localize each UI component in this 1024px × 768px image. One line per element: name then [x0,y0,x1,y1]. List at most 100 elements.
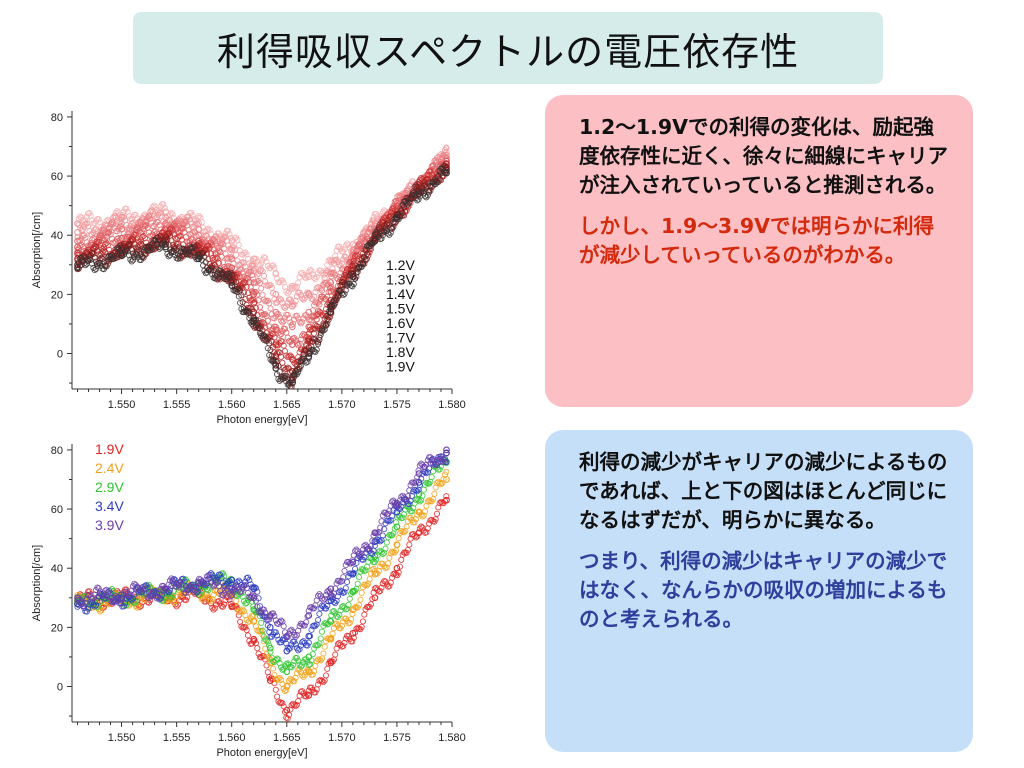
chart0-data-point [88,249,96,256]
chart1-data-point [86,588,93,595]
chart0-data-point [254,291,261,298]
chart0-data-point [256,268,263,275]
chart0-data-point [155,218,162,226]
chart0-data-point [169,211,176,218]
chart0-data-point [170,248,178,255]
chart1-data-point [300,673,307,680]
chart0-data-point [177,233,184,240]
chart0-data-point [383,221,390,228]
chart0-data-point [206,265,213,272]
chart1-key-point [305,632,313,640]
chart1-y-tick-label: 60 [51,504,63,516]
chart0-data-point [408,191,415,198]
chart1-x-tick-label: 1.550 [108,732,136,744]
chart1-key-point [283,647,291,655]
chart1-data-point [369,550,376,557]
chart1-data-point [301,622,308,629]
chart1-data-point [206,574,213,581]
chart1-data-point [262,609,269,616]
chart0-data-point [307,266,314,273]
chart1-data-point [304,691,311,698]
chart1-data-point [251,617,258,624]
chart0-data-point [309,326,316,333]
chart0-data-point [403,200,410,207]
chart0-data-point [217,267,224,274]
chart1-data-point [386,518,393,525]
chart1-data-point [258,619,265,626]
chart1-data-point [371,542,378,549]
chart1-data-point [305,639,312,646]
chart1-data-point [190,588,197,595]
chart0-data-point [432,181,439,188]
chart1-data-point [443,468,450,475]
chart1-data-point [293,654,300,661]
chart1-data-point [280,623,287,630]
chart0-data-point [96,219,104,226]
chart0-data-point [363,242,371,249]
chart1-data-point [315,642,322,649]
chart1-data-point [312,622,319,629]
chart0-data-point [312,289,319,296]
chart1-data-point [112,593,119,600]
chart1-data-point [299,672,306,679]
chart0-data-point [123,205,130,212]
chart1-data-point [234,603,241,611]
chart1-data-point [311,605,318,612]
chart1-key-point [327,635,335,643]
chart1-data-point [329,630,336,637]
chart1-data-point [398,493,405,500]
chart0-data-point [238,260,245,267]
chart1-data-point [206,596,213,604]
chart1-data-point [291,678,298,685]
chart0-x-tick-label: 1.560 [218,399,246,411]
chart0-data-point [169,226,176,233]
note-top-paragraph-1: 1.2～1.9Vでの利得の変化は、励起強度依存性に近く、徐々に細線にキャリアが注… [579,115,948,197]
chart0-key-point [195,255,203,263]
chart0-key-point [272,364,280,372]
chart0-data-point [258,266,265,273]
chart0-data-point [133,248,141,255]
chart1-legend-entry: 3.4V [95,498,124,514]
chart1-data-point [366,546,373,553]
chart0-data-point [213,254,220,261]
chart0-data-point [132,232,139,239]
chart0-data-point [193,220,200,227]
chart1-data-point [308,626,315,633]
chart1-key-point [415,490,423,498]
chart1-key-point [283,706,291,714]
chart1-data-point [408,508,415,515]
chart1-data-point [316,591,323,598]
chart0-data-point [297,336,304,343]
chart1-data-point [270,665,277,672]
chart0-data-point [233,287,240,294]
chart1-key-point [266,612,274,619]
chart1-data-point [363,582,371,589]
chart1-data-point [284,644,291,651]
chart0-data-point [296,318,303,325]
chart1-data-point [333,645,340,652]
chart0-data-point [256,304,263,311]
chart0-data-point [207,267,215,274]
chart0-key-point [288,285,296,292]
chart0-data-point [238,266,245,273]
chart1-key-point [327,585,335,593]
chart0-data-point [424,176,431,183]
chart0-data-point [127,242,134,249]
chart0-data-point [313,346,320,353]
chart1-data-point [378,584,385,591]
chart0-data-point [126,227,133,234]
chart0-data-point [328,301,335,308]
chart0-data-point [313,273,320,280]
chart1-data-point [292,633,299,640]
chart0-data-point [279,373,286,381]
chart0-data-point [205,267,212,274]
chart0-data-point [280,317,287,325]
chart1-data-point [379,532,386,539]
chart1-key-point [228,576,236,584]
chart0-data-point [248,271,256,279]
chart1-data-point [423,502,430,509]
chart1-data-point [234,583,241,591]
chart1-key-point [250,618,258,625]
chart1-data-point [424,498,431,505]
chart1-data-point [250,591,257,598]
